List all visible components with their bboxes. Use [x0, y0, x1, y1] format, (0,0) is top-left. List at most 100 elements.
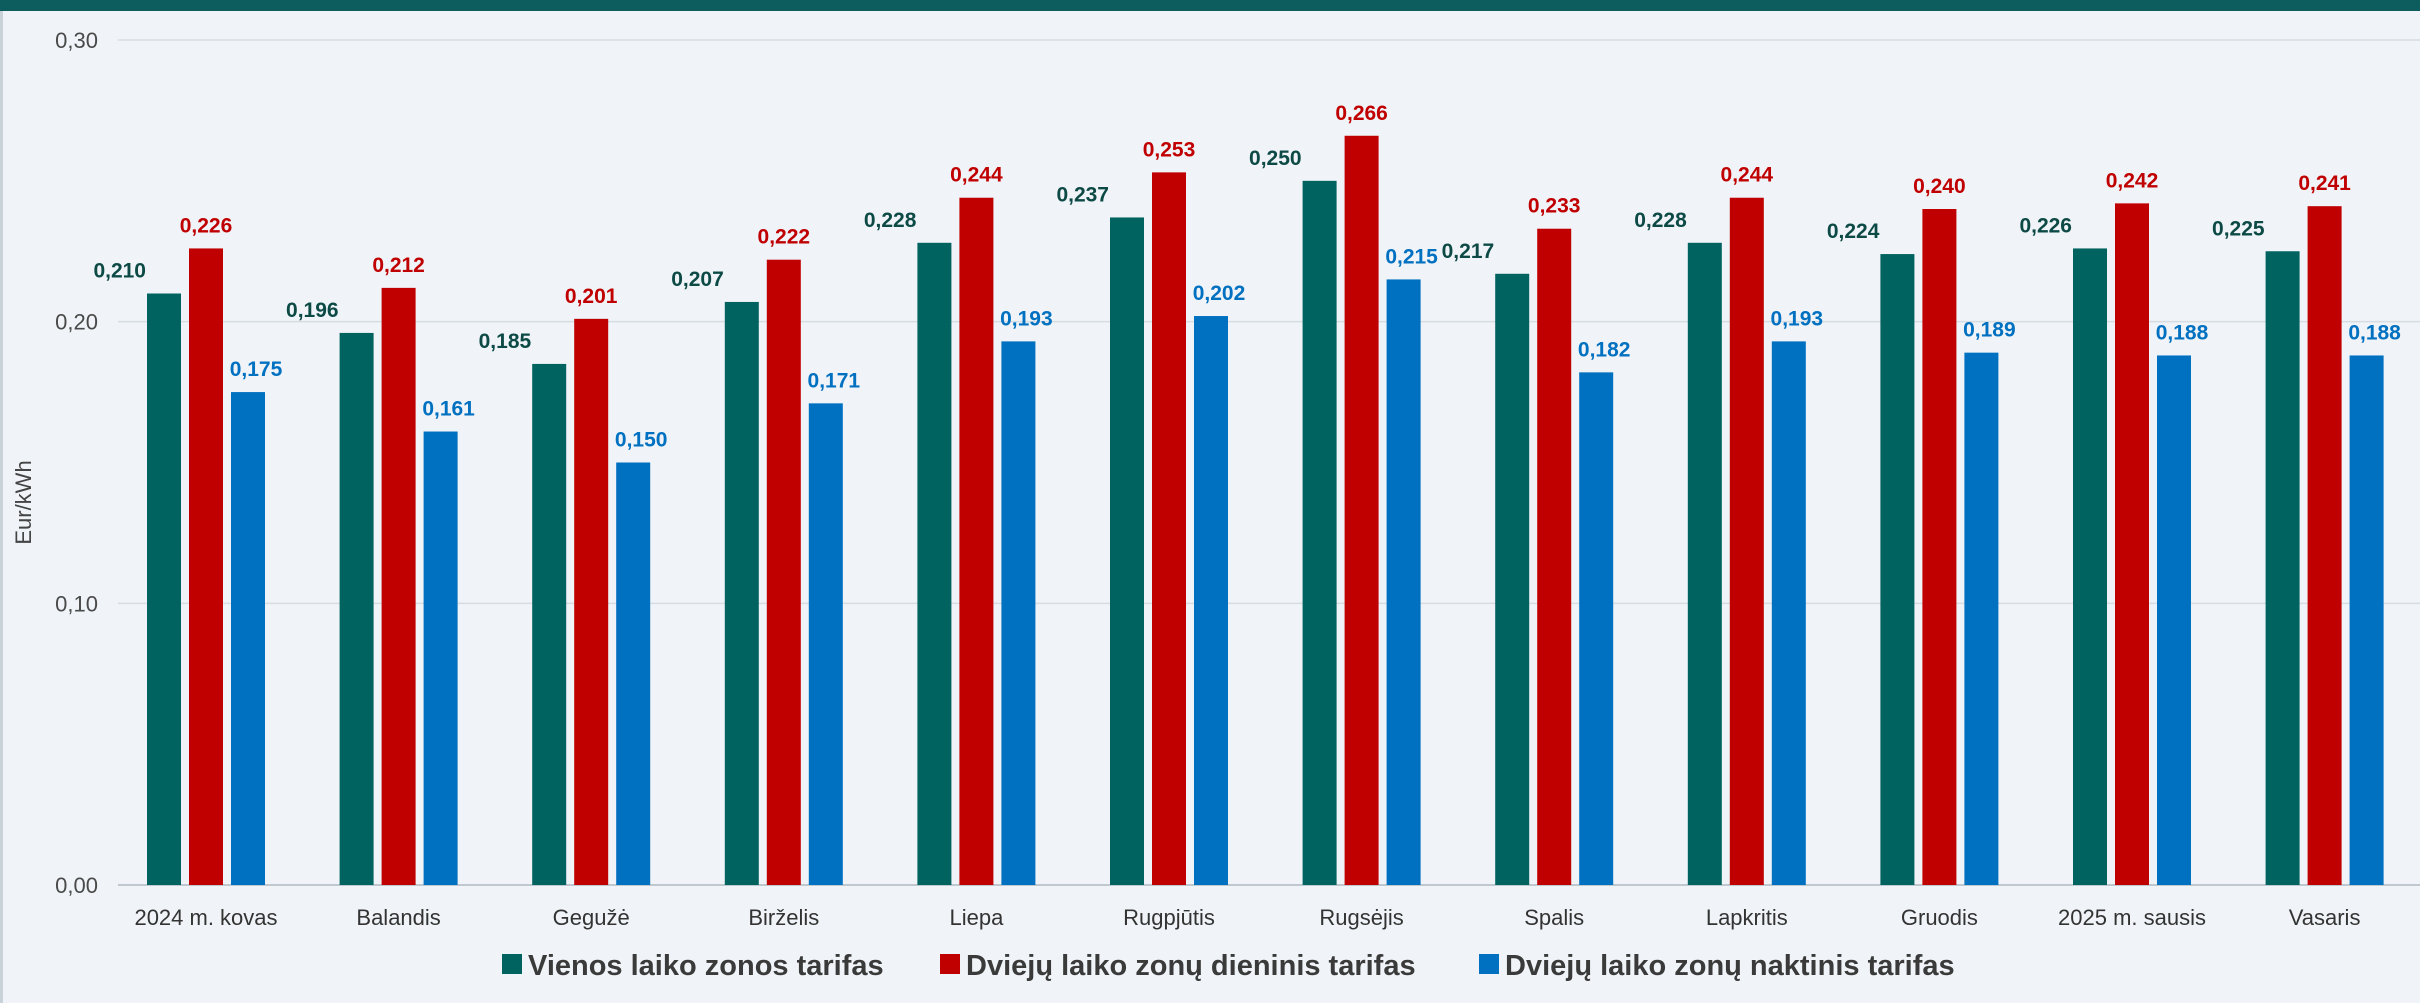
bar — [147, 293, 181, 885]
y-tick-label: 0,30 — [55, 28, 98, 53]
bar — [1302, 180, 1337, 886]
data-label: 0,207 — [671, 268, 724, 291]
y-tick-label: 0,10 — [55, 591, 98, 616]
bar — [532, 363, 567, 886]
data-label: 0,240 — [1913, 175, 1966, 198]
bar — [1001, 341, 1036, 886]
x-category-label: Rugpjūtis — [1123, 905, 1215, 930]
data-label: 0,171 — [808, 369, 861, 392]
data-label: 0,226 — [2019, 214, 2072, 237]
bar — [1729, 197, 1764, 885]
bar — [917, 242, 952, 886]
gridlines — [118, 39, 2420, 886]
legend-label: Dviejų laiko zonų dieninis tarifas — [966, 950, 1416, 982]
bar — [1344, 135, 1379, 885]
bar — [1771, 341, 1806, 886]
data-label: 0,212 — [372, 254, 425, 277]
bar — [189, 248, 223, 885]
bar — [1537, 228, 1572, 885]
data-label: 0,244 — [950, 164, 1003, 187]
bar — [574, 318, 609, 886]
data-label: 0,237 — [1056, 183, 1109, 206]
bar — [339, 332, 374, 885]
x-category-label: Balandis — [356, 905, 440, 930]
bar — [231, 392, 265, 885]
x-category-label: Gegužė — [553, 905, 630, 930]
legend-swatch — [1479, 954, 1499, 974]
data-label: 0,241 — [2298, 172, 2351, 195]
bar — [959, 197, 994, 885]
bar — [1687, 242, 1722, 886]
x-category-label: Liepa — [949, 905, 1004, 930]
x-category-label: Vasaris — [2289, 905, 2361, 930]
bars — [147, 135, 2384, 886]
y-axis-ticks: 0,00 0,10 0,20 0,30 — [55, 28, 98, 898]
bar — [2349, 355, 2384, 885]
bar — [1579, 372, 1614, 885]
bar — [423, 431, 458, 885]
bar — [1922, 209, 1957, 885]
x-category-label: 2025 m. sausis — [2058, 905, 2206, 930]
bar — [2307, 206, 2342, 885]
data-label: 0,215 — [1385, 245, 1438, 268]
x-category-label: Spalis — [1524, 905, 1584, 930]
legend-swatch — [940, 954, 960, 974]
data-label: 0,228 — [1634, 209, 1687, 232]
y-tick-label: 0,20 — [55, 310, 98, 335]
bar — [2073, 248, 2107, 885]
data-label: 0,201 — [565, 285, 618, 308]
data-label: 0,193 — [1771, 307, 1824, 330]
y-axis-title: Eur/kWh — [11, 460, 36, 544]
legend-label: Dviejų laiko zonų naktinis tarifas — [1505, 950, 1955, 982]
bar — [1386, 279, 1421, 886]
data-label: 0,250 — [1249, 147, 1302, 170]
data-label: 0,242 — [2106, 169, 2159, 192]
data-label: 0,161 — [422, 398, 475, 421]
data-label: 0,217 — [1442, 240, 1495, 263]
legend: Vienos laiko zonos tarifas Dviejų laiko z… — [502, 950, 1955, 982]
legend-label: Vienos laiko zonos tarifas — [528, 950, 884, 982]
bar — [2265, 251, 2300, 885]
bar — [1194, 316, 1228, 885]
data-label: 0,233 — [1528, 195, 1581, 218]
bar — [1152, 172, 1186, 886]
x-category-label: Gruodis — [1901, 905, 1978, 930]
data-label: 0,193 — [1000, 307, 1053, 330]
bar — [1880, 254, 1915, 886]
bar — [381, 287, 416, 885]
x-category-label: Lapkritis — [1706, 905, 1788, 930]
bar — [808, 403, 843, 885]
data-labels: 0,210 0,226 0,175 0,196 0,212 0,161 0,185 0,201… — [93, 102, 2401, 452]
x-category-label: Rugsėjis — [1319, 905, 1403, 930]
data-label: 0,244 — [1721, 164, 1774, 187]
data-label: 0,150 — [615, 429, 668, 452]
data-label: 0,266 — [1335, 102, 1388, 125]
bar — [2157, 355, 2191, 885]
data-label: 0,202 — [1193, 282, 1246, 305]
bar — [1495, 273, 1530, 885]
legend-swatch — [502, 954, 522, 974]
data-label: 0,210 — [93, 260, 146, 283]
data-label: 0,175 — [230, 358, 283, 381]
data-label: 0,185 — [479, 330, 532, 353]
data-label: 0,182 — [1578, 338, 1631, 361]
bar — [616, 462, 651, 885]
data-label: 0,196 — [286, 299, 339, 322]
data-label: 0,226 — [180, 214, 233, 237]
x-axis-categories: 2024 m. kovas Balandis Gegužė Birželis Liepa… — [134, 905, 2360, 930]
data-label: 0,253 — [1143, 138, 1196, 161]
data-label: 0,228 — [864, 209, 917, 232]
data-label: 0,188 — [2156, 321, 2209, 344]
y-tick-label: 0,00 — [55, 873, 98, 898]
bar — [2115, 203, 2149, 885]
data-label: 0,225 — [2212, 217, 2265, 240]
bar — [1964, 352, 1999, 885]
data-label: 0,224 — [1827, 220, 1880, 243]
bar — [766, 259, 801, 885]
bar — [1110, 217, 1144, 885]
x-category-label: Birželis — [748, 905, 819, 930]
top-banner-bar — [0, 0, 2420, 11]
data-label: 0,222 — [758, 226, 811, 249]
left-border — [0, 11, 3, 1003]
